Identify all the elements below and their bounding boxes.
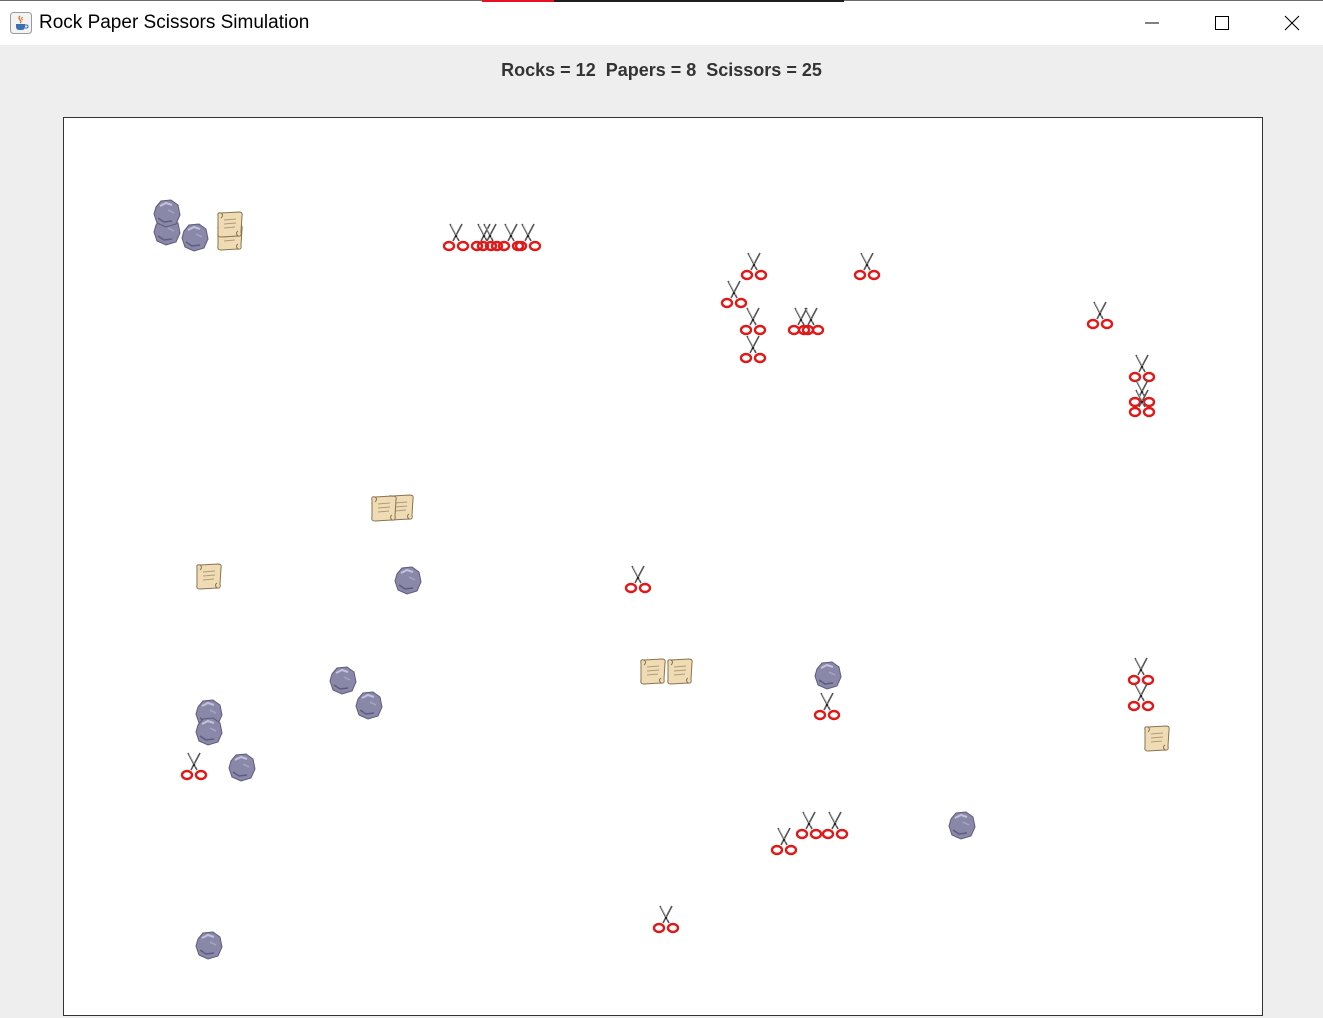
scissors-sprite xyxy=(1128,389,1156,418)
rock-sprite xyxy=(394,566,422,595)
maximize-button[interactable] xyxy=(1187,1,1257,45)
scissors-sprite xyxy=(624,565,652,594)
scissors-sprite xyxy=(813,692,841,721)
scissors-sprite xyxy=(1086,301,1114,330)
rock-sprite xyxy=(948,811,976,840)
rock-sprite xyxy=(195,931,223,960)
rock-sprite xyxy=(814,661,842,690)
scissors-sprite xyxy=(180,752,208,781)
scissors-sprite xyxy=(821,811,849,840)
scissors-sprite xyxy=(514,223,542,252)
scissors-sprite xyxy=(795,811,823,840)
scissors-sprite xyxy=(1128,379,1156,408)
paper-sprite xyxy=(667,658,693,685)
minimize-icon xyxy=(1145,22,1159,24)
title-accent-line xyxy=(482,0,844,2)
simulation-arena xyxy=(63,117,1263,1016)
scissors-sprite xyxy=(740,252,768,281)
close-icon xyxy=(1284,15,1300,31)
scissors-sprite xyxy=(770,827,798,856)
paper-sprite xyxy=(196,563,222,590)
paper-sprite xyxy=(1144,725,1170,752)
paper-sprite xyxy=(640,658,666,685)
population-status-label: Rocks = 12 Papers = 8 Scissors = 25 xyxy=(501,60,822,80)
title-bar[interactable]: Rock Paper Scissors Simulation xyxy=(0,0,1323,45)
rock-sprite xyxy=(355,691,383,720)
rock-sprite xyxy=(181,223,209,252)
rock-sprite xyxy=(195,717,223,746)
minimize-button[interactable] xyxy=(1117,1,1187,45)
scissors-sprite xyxy=(476,223,504,252)
maximize-icon xyxy=(1215,16,1229,30)
scissors-sprite xyxy=(442,223,470,252)
paper-sprite xyxy=(371,495,397,522)
window-title: Rock Paper Scissors Simulation xyxy=(39,12,310,33)
scissors-sprite xyxy=(739,335,767,364)
scissors-sprite xyxy=(739,307,767,336)
rock-sprite xyxy=(329,666,357,695)
rock-sprite xyxy=(153,199,181,228)
scissors-sprite xyxy=(652,905,680,934)
scissors-sprite xyxy=(470,223,498,252)
scissors-sprite xyxy=(720,280,748,309)
close-button[interactable] xyxy=(1257,1,1323,45)
scissors-sprite xyxy=(1128,354,1156,383)
title-accent-red-line xyxy=(482,0,554,2)
scissors-sprite xyxy=(853,252,881,281)
rock-sprite xyxy=(228,753,256,782)
scissors-sprite xyxy=(1127,683,1155,712)
scissors-sprite xyxy=(1127,657,1155,686)
scissors-sprite xyxy=(797,307,825,336)
paper-sprite xyxy=(217,211,243,238)
java-cup-icon[interactable] xyxy=(10,12,32,34)
